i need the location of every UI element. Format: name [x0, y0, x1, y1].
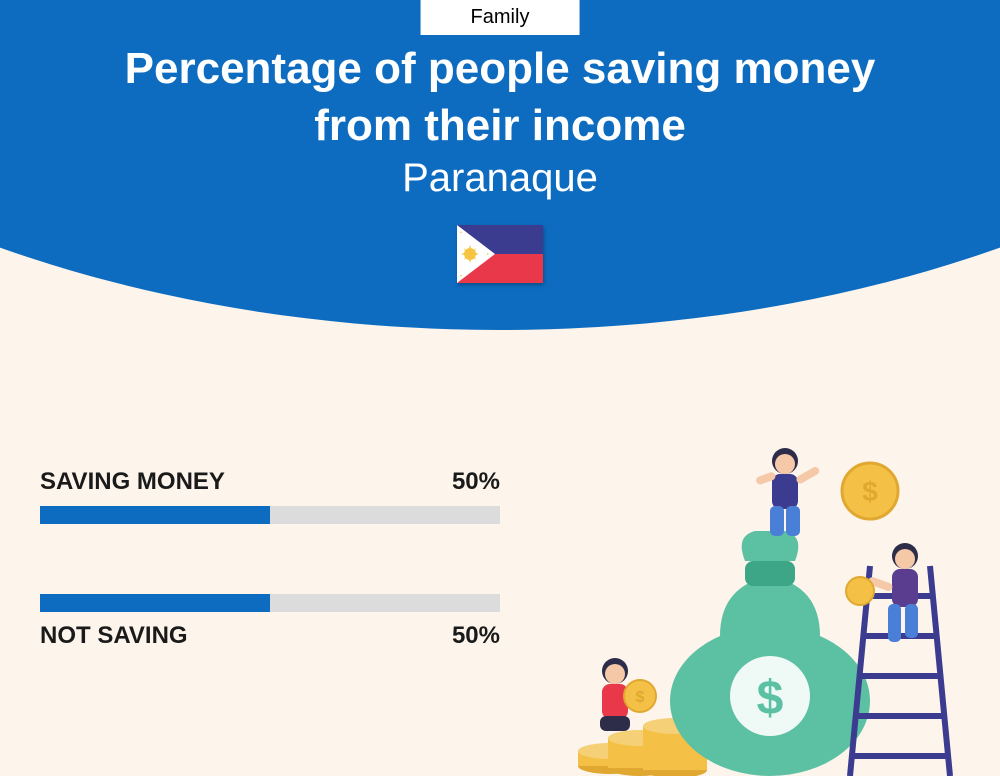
person-ladder-icon	[846, 543, 918, 642]
bar-group-notsaving: NOT SAVING 50%	[40, 594, 500, 650]
money-bag-icon: $	[670, 531, 870, 776]
bar-label: NOT SAVING	[40, 622, 188, 650]
bars-section: SAVING MONEY 50% NOT SAVING 50%	[40, 468, 500, 720]
location-label: Paranaque	[0, 156, 1000, 201]
main-title-line1: Percentage of people saving money	[0, 40, 1000, 97]
bar-value: 50%	[452, 622, 500, 650]
svg-text:$: $	[757, 672, 784, 725]
bar-label: SAVING MONEY	[40, 468, 225, 496]
money-saving-illustration: $ $ $	[560, 436, 980, 776]
bar-fill	[40, 506, 270, 524]
bar-track	[40, 506, 500, 524]
bar-labels-row: SAVING MONEY 50%	[40, 468, 500, 496]
title-block: Percentage of people saving money from t…	[0, 40, 1000, 201]
bar-labels-row: NOT SAVING 50%	[40, 622, 500, 650]
svg-text:$: $	[636, 689, 645, 706]
person-top-icon: $	[755, 448, 898, 536]
bar-fill	[40, 594, 270, 612]
svg-text:$: $	[862, 476, 878, 507]
main-title-line2: from their income	[0, 97, 1000, 154]
bar-group-saving: SAVING MONEY 50%	[40, 468, 500, 524]
philippines-flag-icon	[457, 225, 543, 283]
bar-track	[40, 594, 500, 612]
person-sitting-icon: $	[600, 658, 656, 731]
category-tag: Family	[421, 0, 580, 35]
bar-value: 50%	[452, 468, 500, 496]
category-label: Family	[471, 6, 530, 28]
